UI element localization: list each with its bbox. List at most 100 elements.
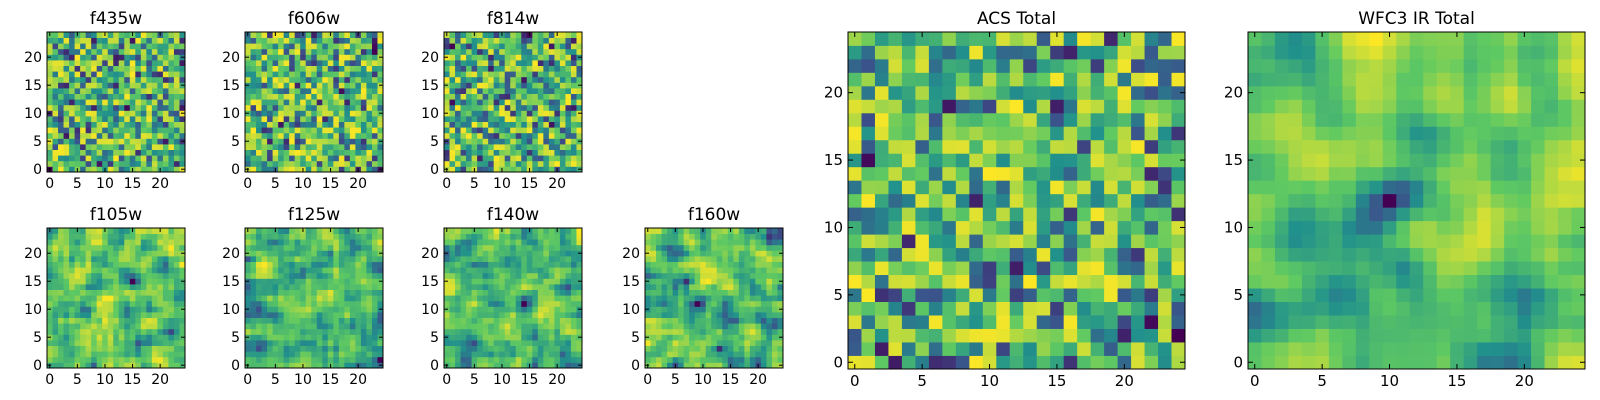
heatmap-cell (466, 278, 472, 285)
heatmap-cell (316, 76, 323, 83)
heatmap-cell (471, 71, 478, 78)
heatmap-cell (377, 239, 384, 246)
heatmap-cell (129, 155, 136, 162)
heatmap-cell (58, 345, 64, 352)
heatmap-cell (471, 278, 478, 285)
heatmap-cell (444, 99, 450, 106)
heatmap-cell (1171, 274, 1186, 289)
heatmap-cell (151, 250, 158, 257)
heatmap-cell (650, 362, 657, 369)
heatmap-cell (69, 233, 75, 240)
heatmap-cell (267, 116, 273, 122)
heatmap-cell (548, 132, 555, 139)
heatmap-cell (58, 116, 64, 122)
heatmap-cell (471, 356, 478, 363)
heatmap-cell (460, 228, 467, 234)
heatmap-cell (848, 355, 862, 370)
heatmap-cell (548, 306, 555, 313)
heatmap-cell (327, 317, 334, 324)
heatmap-cell (543, 323, 550, 330)
heatmap-cell (515, 317, 522, 324)
heatmap-cell (300, 110, 307, 117)
heatmap-cell (722, 300, 729, 307)
heatmap-cell (377, 284, 384, 290)
heatmap-cell (466, 239, 472, 246)
heatmap-cell (727, 233, 734, 240)
heatmap-cell (349, 323, 356, 330)
heatmap-cell (151, 239, 158, 246)
heatmap-cell (722, 250, 729, 257)
heatmap-cell (656, 312, 662, 318)
heatmap-cell (455, 250, 461, 257)
heatmap-cell (667, 340, 673, 346)
heatmap-cell (672, 233, 679, 240)
heatmap-cell (333, 116, 340, 122)
heatmap-cell (515, 256, 522, 262)
heatmap-cell (140, 267, 147, 274)
heatmap-cell (96, 82, 103, 89)
heatmap-cell (455, 88, 461, 94)
heatmap-cell (256, 340, 262, 346)
heatmap-cell (146, 37, 153, 44)
heatmap-cell (245, 43, 251, 50)
heatmap-cell (455, 362, 461, 369)
heatmap-cell (554, 312, 561, 318)
heatmap-cell (140, 60, 147, 66)
heatmap-cell (771, 300, 778, 307)
heatmap-cell (129, 99, 136, 106)
heatmap-cell (91, 60, 98, 66)
heatmap-cell (327, 37, 334, 44)
heatmap-cell (151, 312, 158, 318)
heatmap-cell (565, 65, 572, 72)
heatmap-cell (955, 315, 970, 329)
heatmap-cell (69, 166, 75, 173)
heatmap-cell (460, 71, 467, 78)
heatmap-cell (366, 289, 373, 296)
heatmap-cell (135, 272, 142, 279)
heatmap-cell (460, 284, 467, 290)
heatmap-cell (482, 149, 489, 156)
heatmap-cell (477, 250, 484, 257)
heatmap-cell (1117, 274, 1132, 289)
heatmap-cell (360, 149, 367, 156)
heatmap-cell (151, 328, 158, 335)
heatmap-cell (477, 160, 484, 167)
heatmap-cell (942, 207, 957, 222)
heatmap-cell (256, 43, 262, 50)
heatmap-cell (543, 306, 550, 313)
heatmap-cell (168, 306, 175, 313)
heatmap-cell (766, 272, 773, 279)
heatmap-cell (157, 48, 164, 55)
heatmap-cell (554, 138, 561, 145)
heatmap-cell (162, 99, 169, 106)
heatmap-cell (888, 288, 903, 302)
heatmap-cell (521, 300, 528, 307)
heatmap-cell (460, 351, 467, 358)
heatmap-cell (521, 71, 528, 78)
heatmap-cell (1050, 207, 1065, 222)
heatmap-cell (102, 127, 109, 134)
heatmap-cell (85, 71, 92, 78)
heatmap-cell (74, 300, 81, 307)
heatmap-cell (157, 312, 164, 318)
heatmap-cell (444, 155, 450, 162)
heatmap-cell (349, 76, 356, 83)
heatmap-cell (521, 99, 528, 106)
heatmap-cell (521, 323, 528, 330)
heatmap-cell (168, 71, 175, 78)
heatmap-cell (47, 88, 53, 94)
heatmap-cell (888, 234, 903, 249)
heatmap-cell (316, 82, 323, 89)
heatmap-cell (371, 127, 378, 134)
heatmap-cell (322, 278, 329, 285)
heatmap-cell (694, 300, 701, 307)
heatmap-cell (565, 340, 572, 346)
heatmap-cell (338, 351, 345, 358)
heatmap-cell (294, 93, 301, 100)
heatmap-cell (289, 300, 296, 307)
heatmap-cell (466, 244, 472, 251)
heatmap-cell (118, 351, 125, 358)
heatmap-cell (278, 60, 285, 66)
heatmap-cell (96, 228, 103, 234)
